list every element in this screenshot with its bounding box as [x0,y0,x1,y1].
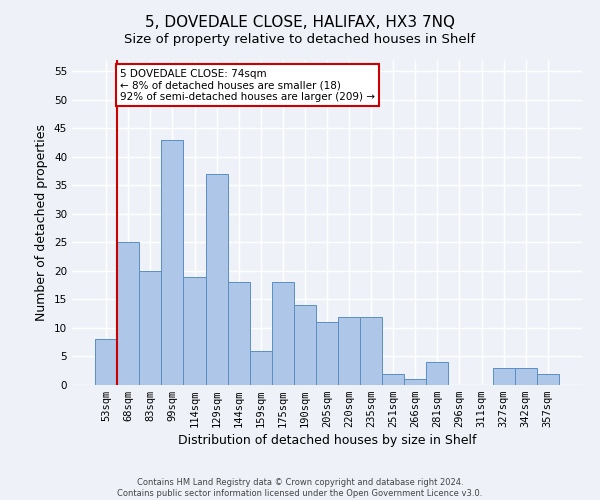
Bar [184,276,206,385]
Bar [206,174,227,385]
Bar [294,305,316,385]
Bar [493,368,515,385]
Text: 5, DOVEDALE CLOSE, HALIFAX, HX3 7NQ: 5, DOVEDALE CLOSE, HALIFAX, HX3 7NQ [145,15,455,30]
Bar [272,282,294,385]
Bar [316,322,338,385]
Bar [161,140,184,385]
Bar [139,271,161,385]
Y-axis label: Number of detached properties: Number of detached properties [35,124,49,321]
Text: 5 DOVEDALE CLOSE: 74sqm
← 8% of detached houses are smaller (18)
92% of semi-det: 5 DOVEDALE CLOSE: 74sqm ← 8% of detached… [120,68,375,102]
Text: Contains HM Land Registry data © Crown copyright and database right 2024.
Contai: Contains HM Land Registry data © Crown c… [118,478,482,498]
Bar [250,351,272,385]
Bar [338,316,360,385]
Bar [537,374,559,385]
Bar [360,316,382,385]
Bar [117,242,139,385]
Bar [227,282,250,385]
X-axis label: Distribution of detached houses by size in Shelf: Distribution of detached houses by size … [178,434,476,448]
Bar [515,368,537,385]
Bar [427,362,448,385]
Text: Size of property relative to detached houses in Shelf: Size of property relative to detached ho… [124,32,476,46]
Bar [95,340,117,385]
Bar [382,374,404,385]
Bar [404,380,427,385]
